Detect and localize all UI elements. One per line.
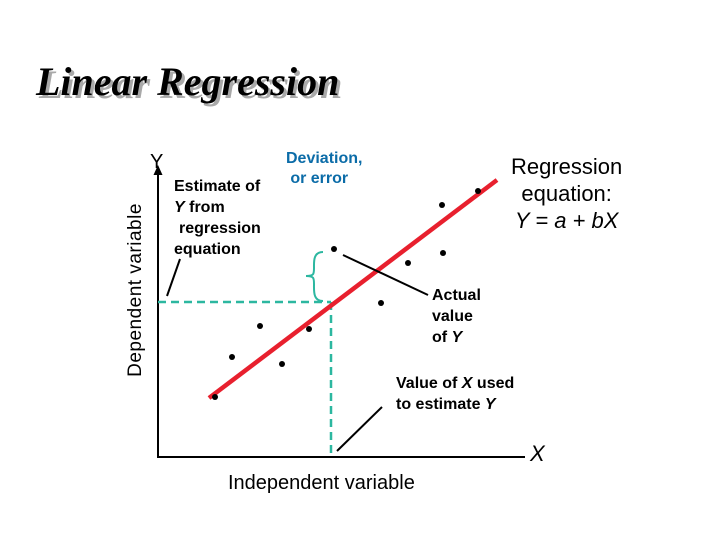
deviation-line-2: or error xyxy=(290,170,349,187)
actual-y-var: Y xyxy=(451,329,463,346)
data-point xyxy=(439,202,445,208)
deviation-line-1: Deviation, xyxy=(286,150,363,167)
regression-equation-line-1: Regression xyxy=(511,154,623,179)
y-axis-symbol: Y xyxy=(150,151,164,173)
value-of-x-y-var: Y xyxy=(484,396,496,413)
data-point xyxy=(257,323,263,329)
data-point xyxy=(229,354,235,360)
x-value-pointer-line xyxy=(336,406,383,452)
data-point xyxy=(405,260,411,266)
actual-line-3-prefix: of xyxy=(432,329,452,346)
data-points xyxy=(212,188,481,400)
regression-equation-annotation: Regression equation: Y = a + bX xyxy=(511,153,622,234)
value-of-x-line-2-prefix: to estimate xyxy=(396,396,485,413)
data-point xyxy=(212,394,218,400)
data-point xyxy=(279,361,285,367)
estimate-line-2: Y from xyxy=(174,197,261,218)
actual-value-annotation: Actual value of Y xyxy=(432,285,481,348)
slide-title: Linear Regression xyxy=(36,59,340,104)
x-axis-symbol: X xyxy=(530,441,545,466)
value-of-x-annotation: Value of X used to estimate Y xyxy=(396,373,514,415)
value-of-x-prefix: Value of xyxy=(396,375,462,392)
deviation-annotation: Deviation, or error xyxy=(276,149,362,189)
estimate-line-2-rest: from xyxy=(184,199,225,216)
actual-line-3: of Y xyxy=(432,327,481,348)
estimate-y-var: Y xyxy=(174,199,185,216)
regression-line xyxy=(207,178,499,400)
estimate-line-4: equation xyxy=(174,241,241,258)
data-point xyxy=(306,326,312,332)
actual-line-2: value xyxy=(432,308,473,325)
x-axis-label: Independent variable xyxy=(228,472,415,494)
value-of-x-line-1: Value of X used xyxy=(396,373,514,394)
data-point xyxy=(331,246,337,252)
estimate-line-3: regression xyxy=(179,220,261,237)
y-axis-label: Dependent variable xyxy=(125,203,146,377)
estimate-annotation: Estimate of Y from regression equation xyxy=(174,176,261,260)
actual-line-1: Actual xyxy=(432,287,481,304)
regression-equation-line-2: equation: xyxy=(521,181,612,206)
value-of-x-suffix: used xyxy=(472,375,515,392)
regression-equation-formula: Y = a + bX xyxy=(514,208,619,233)
estimate-line-1: Estimate of xyxy=(174,178,261,195)
value-of-x-var: X xyxy=(461,375,473,392)
actual-pointer-line xyxy=(342,254,429,296)
data-point xyxy=(475,188,481,194)
estimate-pointer-line xyxy=(166,258,181,297)
deviation-brace xyxy=(305,251,324,302)
value-of-x-line-2: to estimate Y xyxy=(396,394,514,415)
data-point xyxy=(378,300,384,306)
data-point xyxy=(440,250,446,256)
y-axis-arrow xyxy=(153,165,163,175)
